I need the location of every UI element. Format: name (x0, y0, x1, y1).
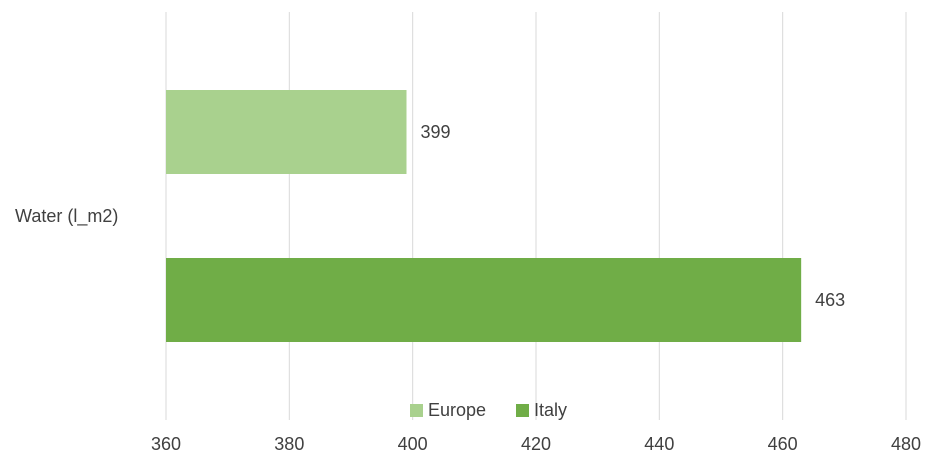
x-tick-label: 440 (644, 434, 674, 454)
data-label-europe: 399 (421, 122, 451, 142)
bar-italy (166, 258, 802, 342)
legend: Europe Italy (410, 400, 567, 420)
legend-label-italy: Italy (534, 400, 567, 420)
data-labels: 399 463 (421, 122, 846, 310)
data-label-italy: 463 (815, 290, 845, 310)
legend-swatch-europe (410, 404, 423, 417)
legend-swatch-italy (516, 404, 529, 417)
category-labels: Water (l_m2) (15, 206, 118, 227)
x-tick-label: 480 (891, 434, 921, 454)
bar-europe (166, 90, 407, 174)
x-tick-label: 420 (521, 434, 551, 454)
x-tick-label: 380 (274, 434, 304, 454)
x-tick-label: 360 (151, 434, 181, 454)
x-axis-tick-labels: 360 380 400 420 440 460 480 (151, 434, 921, 454)
bars (166, 90, 802, 342)
gridlines (165, 12, 907, 420)
legend-label-europe: Europe (428, 400, 486, 420)
category-label: Water (l_m2) (15, 206, 118, 227)
x-tick-label: 400 (398, 434, 428, 454)
x-tick-label: 460 (768, 434, 798, 454)
